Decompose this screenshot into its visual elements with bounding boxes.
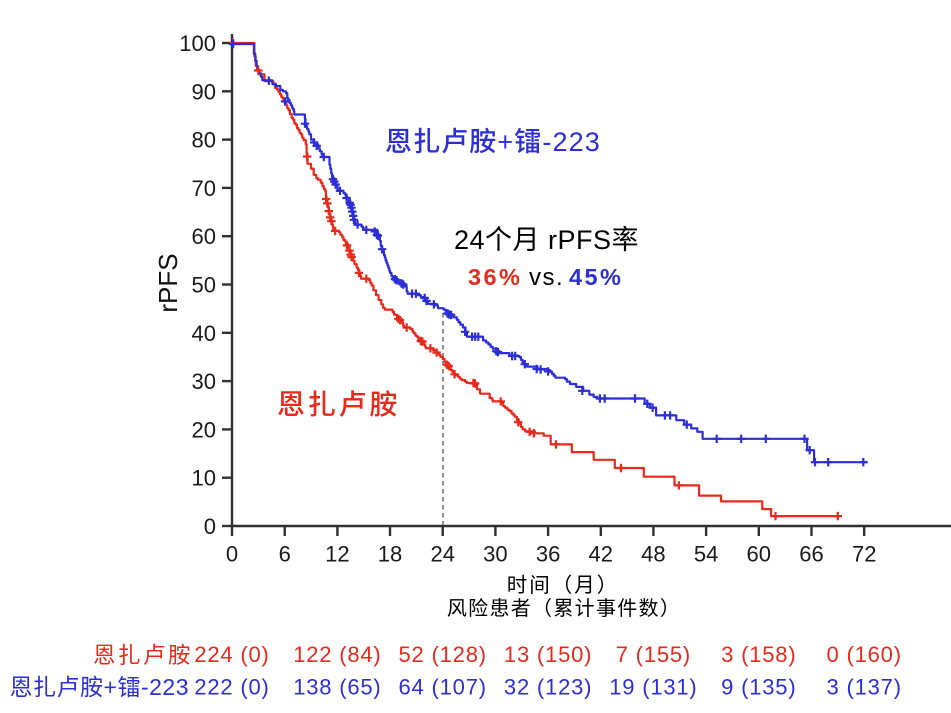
svg-text:138 (65): 138 (65) [293,675,381,700]
svg-text:10: 10 [192,466,216,491]
svg-text:50: 50 [192,273,216,298]
svg-text:42: 42 [589,542,613,567]
svg-text:恩扎卢胺: 恩扎卢胺 [277,389,400,420]
svg-text:60: 60 [747,542,771,567]
svg-text:36: 36 [536,542,560,567]
svg-text:80: 80 [192,128,216,153]
svg-text:恩扎卢胺+镭-223: 恩扎卢胺+镭-223 [10,674,189,700]
svg-text:18: 18 [378,542,402,567]
svg-text:70: 70 [192,176,216,201]
svg-text:时间（月）: 时间（月） [507,574,620,597]
svg-text:60: 60 [192,224,216,249]
svg-text:24: 24 [430,542,454,567]
svg-text:224 (0): 224 (0) [194,642,269,667]
svg-text:24个月 rPFS率: 24个月 rPFS率 [454,225,639,255]
svg-text:3 (158): 3 (158) [721,642,796,667]
svg-text:恩扎卢胺: 恩扎卢胺 [93,643,193,668]
svg-text:100: 100 [179,31,216,56]
svg-text:222 (0): 222 (0) [194,675,269,700]
svg-text:90: 90 [192,79,216,104]
svg-text:13 (150): 13 (150) [504,642,592,667]
svg-text:20: 20 [192,417,216,442]
svg-text:7 (155): 7 (155) [616,642,691,667]
svg-text:45%: 45% [569,264,623,290]
svg-text:36%: 36% [468,264,522,290]
svg-text:vs.: vs. [529,264,564,291]
svg-text:122 (84): 122 (84) [293,642,381,667]
svg-text:40: 40 [192,321,216,346]
svg-text:0: 0 [204,514,216,539]
svg-text:rPFS: rPFS [153,253,183,312]
svg-text:48: 48 [641,542,665,567]
svg-text:66: 66 [799,542,823,567]
svg-text:风险患者（累计事件数）: 风险患者（累计事件数） [447,597,681,620]
svg-text:9 (135): 9 (135) [721,675,796,700]
svg-text:19 (131): 19 (131) [609,675,697,700]
svg-text:72: 72 [852,542,876,567]
svg-text:0: 0 [226,542,238,567]
svg-text:6: 6 [279,542,291,567]
svg-text:12: 12 [325,542,349,567]
svg-text:30: 30 [192,369,216,394]
svg-text:3 (137): 3 (137) [827,675,902,700]
svg-text:32 (123): 32 (123) [504,675,592,700]
svg-text:0 (160): 0 (160) [827,642,902,667]
svg-text:52 (128): 52 (128) [399,642,487,667]
svg-text:54: 54 [694,542,718,567]
svg-text:64 (107): 64 (107) [399,675,487,700]
svg-text:30: 30 [483,542,507,567]
svg-text:恩扎卢胺+镭-223: 恩扎卢胺+镭-223 [385,127,601,157]
